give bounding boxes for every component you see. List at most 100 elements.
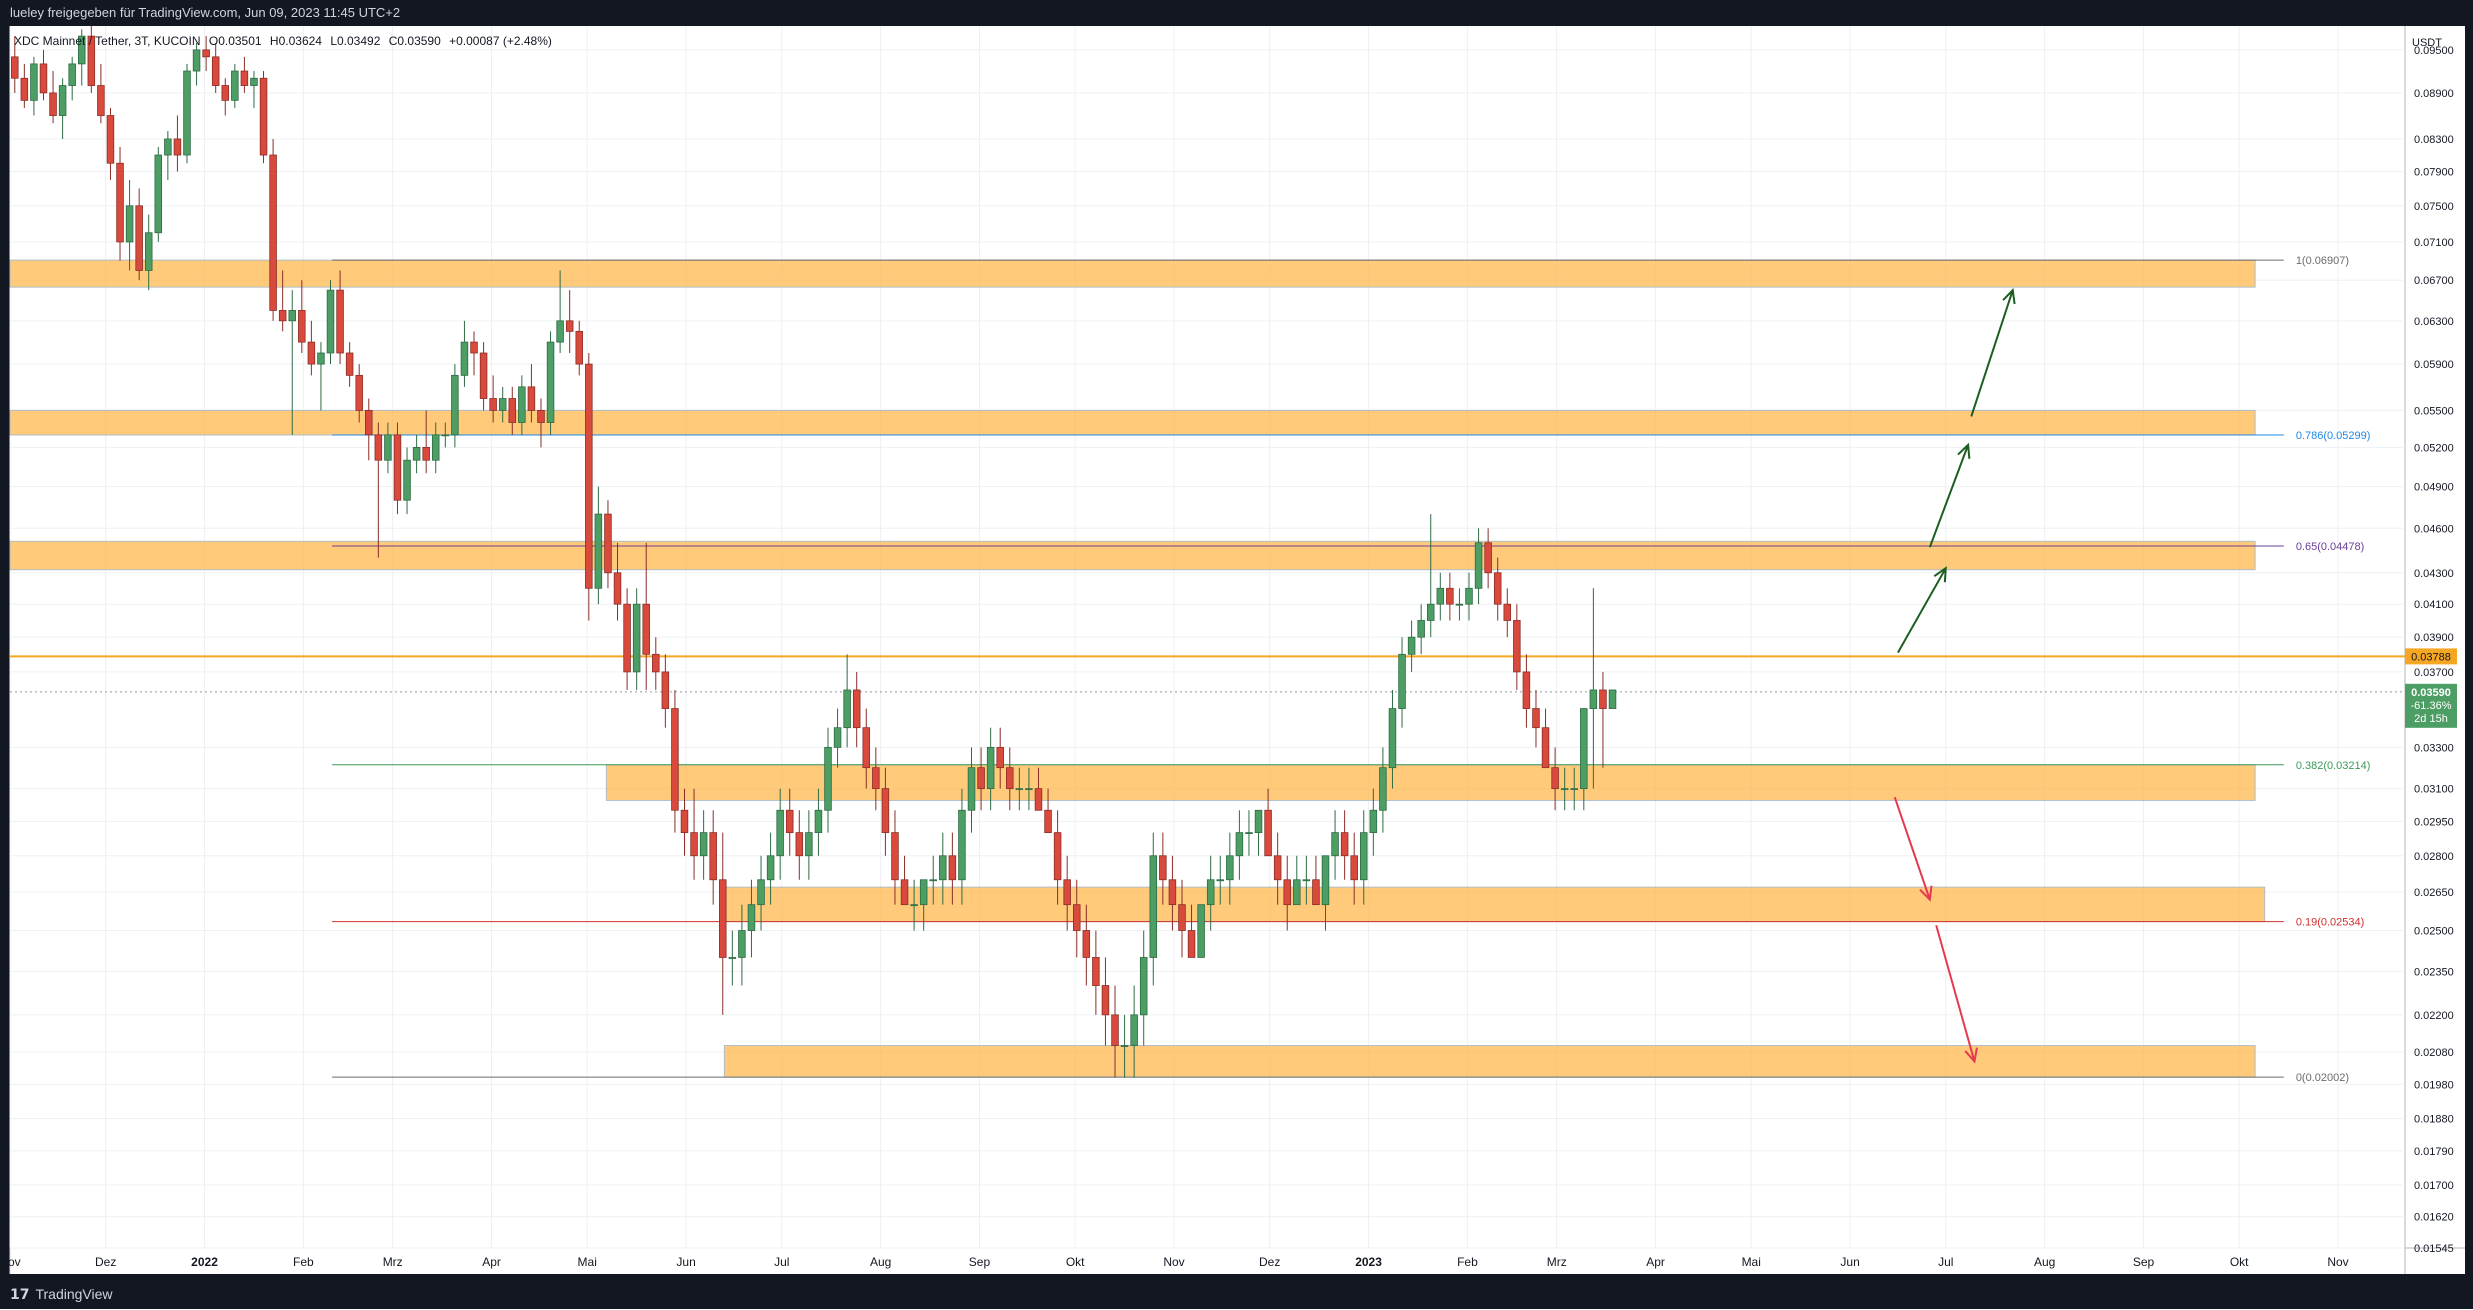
- candle-body: [699, 832, 708, 857]
- candle-body: [575, 330, 583, 365]
- legend-open: O0.03501: [208, 34, 262, 48]
- legend-symbol[interactable]: XDC Mainnet / Tether, 3T, KUCOIN: [14, 34, 201, 48]
- candle-body: [843, 689, 851, 729]
- fib-retracement[interactable]: 1(0.06907) 0.786(0.05299) 0.65(0.04478) 0.3…: [332, 255, 2370, 1084]
- candle-body: [1541, 727, 1550, 769]
- projection-arrow-line[interactable]: [1897, 567, 1947, 654]
- projection-arrow-line[interactable]: [1928, 444, 1970, 548]
- projection-arrow-head[interactable]: [1964, 1047, 1978, 1064]
- candle-body: [1149, 855, 1158, 958]
- candle-body: [30, 63, 38, 101]
- candle-body: [20, 77, 29, 101]
- candle-body: [49, 92, 57, 116]
- fib-label: 0.19(0.02534): [2296, 917, 2365, 929]
- y-tick-label: 0.05500: [2414, 405, 2454, 417]
- fib-label: 1(0.06907): [2296, 255, 2349, 267]
- currency-label: USDT: [2412, 37, 2442, 49]
- y-tick-label: 0.02350: [2414, 966, 2454, 978]
- projection-arrow-line[interactable]: [1935, 924, 1976, 1062]
- candle-body: [403, 459, 411, 501]
- candle-body: [1493, 572, 1502, 605]
- y-tick-label: 0.02500: [2414, 926, 2454, 938]
- candle-body: [929, 879, 937, 882]
- candle-body: [97, 85, 105, 116]
- candle-body: [106, 115, 115, 164]
- fib-label: 0.65(0.04478): [2296, 541, 2365, 553]
- candle-body: [1360, 832, 1368, 881]
- marked-price-tag[interactable]: [2405, 648, 2457, 665]
- projection-arrow-head[interactable]: [2002, 287, 2016, 305]
- projection-arrow-head[interactable]: [1957, 442, 1971, 459]
- candle-body: [642, 603, 650, 655]
- tradingview-brand: TradingView: [35, 1286, 113, 1302]
- candle-body: [728, 957, 737, 959]
- projection-arrows[interactable]: [1893, 287, 2016, 1064]
- projection-arrow-head[interactable]: [1919, 885, 1933, 902]
- candle-body: [623, 603, 631, 673]
- symbol-legend[interactable]: XDC Mainnet / Tether, 3T, KUCOIN O0.0350…: [14, 34, 557, 48]
- candle-body: [1302, 879, 1311, 882]
- candle-body: [489, 398, 497, 411]
- candle-body: [1264, 809, 1272, 857]
- candle-body: [1560, 788, 1569, 791]
- projection-arrow-head[interactable]: [1933, 566, 1947, 583]
- candle-body: [1599, 689, 1607, 709]
- candle-body: [1312, 879, 1320, 906]
- candle-body: [1388, 708, 1397, 769]
- tradingview-logo[interactable]: 17 TradingView: [10, 1280, 113, 1310]
- candle-body: [1168, 879, 1177, 906]
- y-tick-label: 0.02200: [2414, 1010, 2454, 1022]
- y-tick-label: 0.02650: [2414, 887, 2454, 899]
- candle-body: [1006, 767, 1014, 790]
- bar-countdown: 2d 15h: [2414, 713, 2448, 725]
- y-tick-label: 0.02950: [2414, 816, 2454, 828]
- time-axis[interactable]: Nov Dez 2022 Feb Mrz Apr Mai Jun Jul Aug Sep Okt Nov…: [0, 1255, 2349, 1269]
- y-tick-label: 0.04100: [2414, 599, 2454, 611]
- current-price-tag[interactable]: [2405, 683, 2457, 728]
- candle-body: [1608, 689, 1617, 709]
- fib-label: 0.786(0.05299): [2296, 430, 2371, 442]
- legend-high: H0.03624: [269, 34, 322, 48]
- candle-body: [604, 513, 612, 574]
- y-tick-label: 0.01790: [2414, 1146, 2454, 1158]
- candle-body: [1197, 904, 1205, 958]
- candle-body: [1379, 767, 1387, 811]
- candle-body: [738, 930, 746, 958]
- support-zone-1: [605, 764, 2256, 801]
- candle-body: [537, 410, 545, 423]
- candle-body: [1532, 708, 1540, 729]
- candle-body: [1130, 1014, 1138, 1046]
- chart-frame: 1(0.06907) 0.786(0.05299) 0.65(0.04478) 0.3…: [0, 26, 2473, 1280]
- candle-body: [613, 572, 622, 605]
- x-tick-label: 2022: [191, 1255, 218, 1269]
- candle-body: [1111, 1014, 1119, 1046]
- chart-svg[interactable]: 1(0.06907) 0.786(0.05299) 0.65(0.04478) 0.3…: [0, 26, 2473, 1280]
- x-tick-label: Nov: [0, 1255, 21, 1269]
- candle-body: [87, 35, 96, 86]
- x-tick-label: Apr: [482, 1255, 501, 1269]
- candle-body: [451, 374, 459, 436]
- candle-body: [470, 341, 478, 354]
- candle-body: [58, 85, 67, 116]
- projection-arrow-line[interactable]: [1893, 796, 1931, 900]
- x-tick-label: Mrz: [383, 1255, 403, 1269]
- x-tick-label: Mrz: [1547, 1255, 1567, 1269]
- candle-body: [977, 767, 985, 790]
- candle-body: [919, 879, 928, 906]
- candle-body: [1465, 587, 1473, 605]
- price-axis[interactable]: USDT 0.09500 0.08900 0.08300 0.07900 0.07500…: [2405, 37, 2457, 1255]
- candle-body: [546, 341, 555, 423]
- projection-arrow-line[interactable]: [1970, 289, 2014, 417]
- y-tick-label: 0.02800: [2414, 851, 2454, 863]
- candle-body: [1216, 879, 1225, 882]
- x-tick-label: Feb: [1457, 1255, 1478, 1269]
- candle-body: [355, 374, 363, 411]
- candle-body: [939, 855, 947, 881]
- candle-body: [269, 154, 277, 311]
- candle-body: [1551, 767, 1559, 790]
- candle-body: [365, 410, 373, 436]
- candle-body: [1072, 904, 1081, 931]
- current-price-text: 0.03590: [2411, 687, 2451, 699]
- candle-body: [1580, 708, 1588, 790]
- candle-body: [1206, 879, 1215, 906]
